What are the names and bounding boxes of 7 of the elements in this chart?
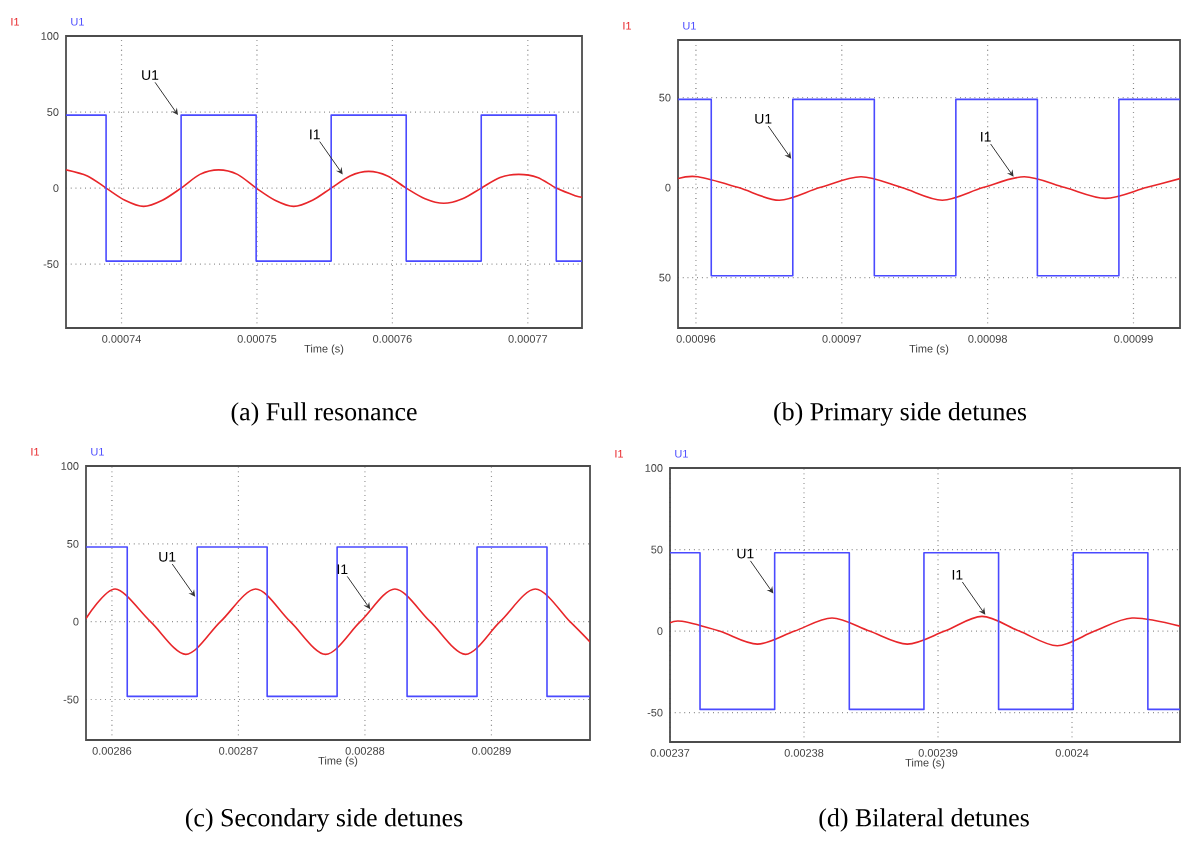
text: (b) Primary side detunes — [774, 402, 1027, 426]
text: (a) Full resonance — [231, 402, 417, 426]
text: (d) Bilateral detunes — [819, 808, 1029, 832]
line-series — [66, 169, 583, 208]
text: (c) Secondary side detunes — [185, 808, 463, 832]
line-series — [86, 588, 591, 656]
line-series — [678, 175, 1181, 201]
